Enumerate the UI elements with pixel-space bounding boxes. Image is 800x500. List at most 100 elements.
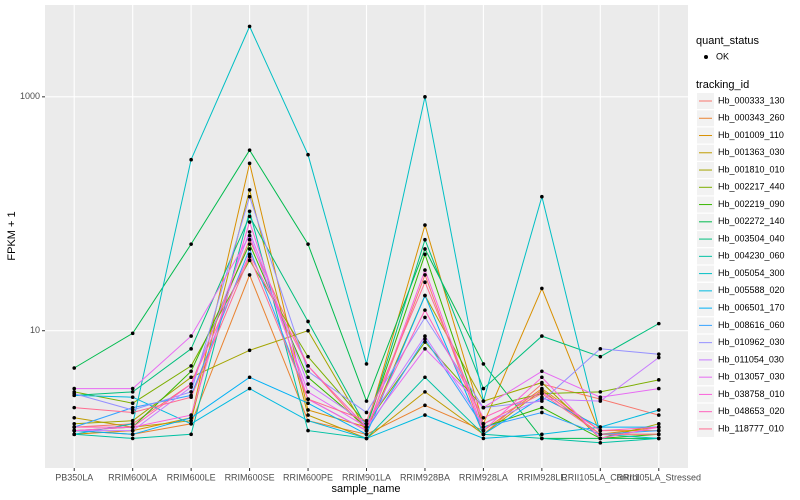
data-point [306, 328, 310, 333]
data-point [306, 152, 310, 157]
data-point [598, 436, 603, 441]
data-point [306, 375, 310, 380]
data-point [656, 352, 661, 356]
legend-label: Hb_118777_010 [718, 423, 784, 433]
data-point [130, 401, 135, 405]
data-point [72, 405, 77, 410]
data-point [423, 337, 427, 341]
data-point [247, 258, 252, 263]
data-point [247, 220, 252, 224]
data-point [423, 375, 427, 380]
legend-label: Hb_006501_170 [718, 302, 785, 312]
data-point [247, 254, 252, 259]
data-point [423, 390, 427, 394]
data-point [481, 399, 486, 403]
data-point [423, 308, 427, 312]
data-point [247, 24, 252, 29]
data-point [423, 403, 427, 408]
data-point [540, 410, 544, 415]
data-point [130, 395, 135, 400]
data-point [247, 148, 252, 152]
data-point [423, 315, 427, 320]
legend-label: Hb_003504_040 [718, 233, 785, 243]
data-point [306, 413, 310, 417]
data-point [364, 436, 369, 441]
data-point [364, 428, 369, 433]
data-point [72, 432, 77, 437]
data-point [306, 242, 310, 246]
data-point [130, 421, 135, 426]
data-point [540, 369, 544, 374]
legend-label: Hb_038758_010 [718, 389, 785, 399]
data-point [598, 428, 603, 433]
data-point [189, 369, 193, 374]
data-point [598, 399, 603, 403]
data-point [540, 405, 544, 410]
data-point [540, 286, 544, 291]
legend-title: quant_status [696, 35, 759, 47]
data-point [130, 428, 135, 433]
x-tick-label: RRIM901LA [342, 472, 391, 482]
data-point [306, 369, 310, 374]
data-point [72, 366, 77, 370]
y-axis-title: FPKM + 1 [6, 211, 18, 260]
data-point [364, 432, 369, 437]
legend-label: Hb_001363_030 [718, 147, 785, 157]
data-point [247, 386, 252, 391]
data-point [598, 354, 603, 359]
data-point [656, 355, 661, 360]
data-point [481, 386, 486, 391]
data-point [540, 194, 544, 199]
data-point [189, 421, 193, 426]
data-point [598, 441, 603, 445]
data-point [364, 425, 369, 429]
legend-label: Hb_008616_060 [718, 320, 785, 330]
data-point [481, 362, 486, 366]
data-point [423, 268, 427, 272]
data-point [656, 408, 661, 412]
legend-label: Hb_010962_030 [718, 337, 785, 347]
data-point [540, 391, 544, 396]
data-point [72, 416, 77, 420]
data-point [423, 334, 427, 338]
y-tick-label: 10 [30, 325, 40, 335]
data-point [540, 375, 544, 380]
data-point [598, 425, 603, 429]
legend-label: Hb_001009_110 [718, 130, 784, 140]
data-point [481, 432, 486, 437]
data-point [247, 161, 252, 166]
data-point [656, 421, 661, 426]
data-point [189, 347, 193, 351]
data-point [598, 347, 603, 351]
data-point [130, 432, 135, 437]
data-point [189, 395, 193, 400]
legend-label: Hb_002217_440 [718, 182, 785, 192]
data-point [598, 395, 603, 400]
data-point [247, 214, 252, 219]
legend-label: Hb_005054_300 [718, 268, 785, 278]
data-point [364, 399, 369, 403]
data-point [364, 362, 369, 366]
data-point [130, 418, 135, 423]
data-point [189, 364, 193, 368]
data-point [72, 421, 77, 426]
data-point [247, 194, 252, 199]
x-tick-label: RRII105LA_Control [561, 472, 639, 482]
data-point [189, 382, 193, 386]
legend-label: Hb_002219_090 [718, 199, 785, 209]
data-point [247, 247, 252, 251]
data-point [306, 428, 310, 433]
data-point [540, 436, 544, 441]
data-point [247, 348, 252, 353]
legend-label: Hb_005588_020 [718, 285, 785, 295]
x-tick-label: RRIM928BA [400, 472, 450, 482]
data-point [423, 293, 427, 298]
legend-title: tracking_id [696, 79, 749, 91]
data-point [423, 273, 427, 277]
x-tick-label: RRIM600PE [283, 472, 333, 482]
data-point [364, 418, 369, 423]
data-point [423, 347, 427, 351]
data-point [306, 319, 310, 324]
legend-label: Hb_001810_010 [718, 164, 785, 174]
